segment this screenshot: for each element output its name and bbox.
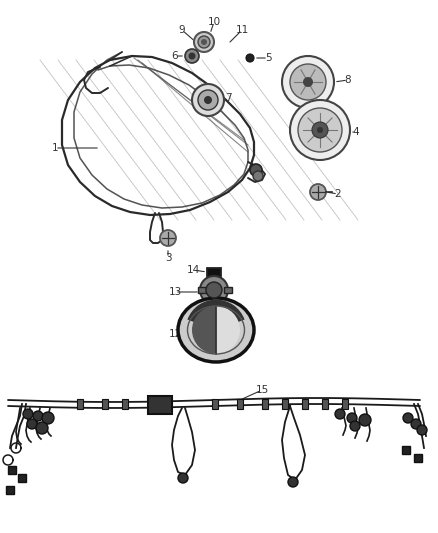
FancyBboxPatch shape: [6, 486, 14, 494]
Circle shape: [198, 36, 210, 48]
Circle shape: [347, 413, 357, 423]
Text: 9: 9: [179, 25, 185, 35]
Circle shape: [350, 421, 360, 431]
Circle shape: [417, 425, 427, 435]
FancyBboxPatch shape: [8, 466, 16, 474]
Text: 2: 2: [335, 189, 341, 199]
FancyBboxPatch shape: [342, 399, 348, 409]
Circle shape: [359, 414, 371, 426]
Circle shape: [290, 100, 350, 160]
Circle shape: [310, 184, 326, 200]
Text: 3: 3: [165, 253, 171, 263]
Text: 10: 10: [208, 17, 221, 27]
FancyBboxPatch shape: [224, 287, 232, 293]
FancyBboxPatch shape: [414, 454, 422, 462]
Circle shape: [185, 49, 199, 63]
Circle shape: [250, 164, 262, 176]
Circle shape: [298, 108, 342, 152]
FancyBboxPatch shape: [148, 396, 172, 414]
Wedge shape: [216, 306, 240, 354]
Circle shape: [33, 411, 43, 421]
Text: 12: 12: [168, 329, 182, 339]
Circle shape: [335, 409, 345, 419]
FancyBboxPatch shape: [77, 399, 83, 409]
FancyBboxPatch shape: [262, 399, 268, 409]
Circle shape: [253, 171, 263, 181]
Circle shape: [312, 122, 328, 138]
FancyBboxPatch shape: [282, 399, 288, 409]
Circle shape: [206, 282, 222, 298]
FancyBboxPatch shape: [237, 399, 243, 409]
FancyBboxPatch shape: [207, 268, 221, 280]
Circle shape: [194, 32, 214, 52]
Circle shape: [36, 422, 48, 434]
FancyBboxPatch shape: [212, 399, 218, 409]
FancyBboxPatch shape: [302, 399, 308, 409]
Text: 8: 8: [345, 75, 351, 85]
FancyBboxPatch shape: [322, 399, 328, 409]
FancyBboxPatch shape: [122, 399, 128, 409]
Circle shape: [288, 477, 298, 487]
Circle shape: [160, 230, 176, 246]
Circle shape: [200, 276, 228, 304]
FancyBboxPatch shape: [402, 446, 410, 454]
Circle shape: [201, 39, 207, 45]
Circle shape: [192, 84, 224, 116]
Circle shape: [317, 127, 323, 133]
Text: 4: 4: [353, 127, 359, 137]
Text: 5: 5: [265, 53, 271, 63]
Circle shape: [188, 52, 195, 60]
Wedge shape: [187, 300, 244, 330]
Text: 7: 7: [225, 93, 231, 103]
Circle shape: [23, 409, 33, 419]
Text: 15: 15: [255, 385, 268, 395]
Circle shape: [27, 419, 37, 429]
Circle shape: [246, 54, 254, 62]
Circle shape: [198, 90, 218, 110]
Circle shape: [178, 473, 188, 483]
Circle shape: [403, 413, 413, 423]
Circle shape: [204, 96, 212, 104]
Wedge shape: [192, 306, 216, 354]
Text: 11: 11: [235, 25, 249, 35]
Circle shape: [303, 77, 313, 87]
Text: 14: 14: [187, 265, 200, 275]
Circle shape: [411, 419, 421, 429]
Text: 6: 6: [172, 51, 178, 61]
Circle shape: [282, 56, 334, 108]
FancyBboxPatch shape: [102, 399, 108, 409]
Circle shape: [290, 64, 326, 100]
FancyBboxPatch shape: [18, 474, 26, 482]
Text: 13: 13: [168, 287, 182, 297]
Text: 1: 1: [52, 143, 58, 153]
Ellipse shape: [178, 298, 254, 362]
Circle shape: [42, 412, 54, 424]
FancyBboxPatch shape: [198, 287, 206, 293]
